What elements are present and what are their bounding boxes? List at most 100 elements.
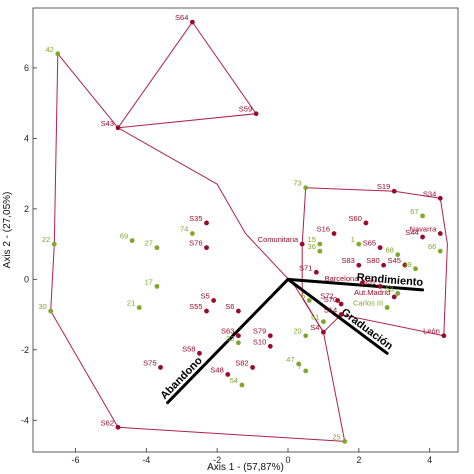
- green-point-label: 61: [311, 313, 319, 322]
- green-point-label: 36: [308, 242, 316, 251]
- convex-hull: [117, 21, 257, 129]
- red-point-marker: [377, 245, 383, 251]
- red-point-label: S45: [388, 256, 401, 265]
- red-point-marker: [236, 308, 241, 314]
- red-point-marker: [313, 269, 319, 275]
- y-tick-label: -2: [21, 345, 29, 355]
- x-tick-label: -6: [71, 455, 79, 465]
- green-point-label: 20: [293, 327, 301, 336]
- y-tick-label: -4: [21, 415, 29, 425]
- green-point-label: 74: [180, 225, 188, 234]
- green-point-marker: [342, 439, 348, 444]
- red-point-marker: [250, 365, 255, 370]
- red-point-label: S72: [320, 291, 333, 300]
- red-point-label: S62: [101, 418, 114, 427]
- y-axis-title: Axis 2 - (27,05%): [2, 192, 13, 269]
- red-point-marker: [420, 234, 425, 240]
- red-point-label: S76: [189, 239, 202, 248]
- y-tick-label: 2: [24, 204, 29, 214]
- convex-hulls: [50, 21, 448, 442]
- red-point-label: S79: [253, 327, 266, 336]
- red-point-label: S44: [405, 228, 418, 237]
- red-point-marker: [267, 333, 273, 339]
- x-tick-label: 4: [427, 455, 432, 465]
- red-point-label: S82: [235, 358, 248, 367]
- green-point-label: 27: [145, 239, 153, 248]
- red-point-label: S71: [299, 263, 312, 272]
- green-point-label: 6: [301, 291, 305, 300]
- vector-arrow: [286, 277, 389, 355]
- red-point-label: S4: [310, 323, 319, 332]
- y-tick-label: 4: [24, 133, 29, 143]
- green-point-label: 67: [410, 207, 418, 216]
- red-point-label: Navarra: [410, 225, 438, 234]
- red-point-marker: [437, 195, 443, 201]
- green-point-marker: [317, 248, 323, 254]
- red-point-label: S43: [101, 119, 114, 128]
- green-point-marker: [303, 185, 309, 191]
- green-point-marker: [189, 231, 195, 236]
- green-point-label: 7: [298, 362, 302, 371]
- red-point-marker: [197, 350, 202, 356]
- green-point-marker: [356, 241, 362, 247]
- green-point-label: 68: [385, 246, 393, 255]
- red-point-label: S16: [317, 225, 330, 234]
- vector-label: Graduación: [339, 306, 395, 352]
- y-tick-label: 0: [24, 274, 29, 284]
- x-tick-label: -2: [213, 455, 221, 465]
- green-point-marker: [136, 305, 142, 310]
- red-point-marker: [391, 188, 397, 194]
- red-point-label: S55: [189, 302, 202, 311]
- plot-frame: [32, 7, 459, 453]
- plot-border: [32, 7, 459, 453]
- red-point-label: S10: [253, 337, 266, 346]
- red-point-marker: [211, 298, 217, 303]
- red-point-label: S5: [200, 291, 209, 300]
- green-point-marker: [296, 361, 302, 367]
- red-point-marker: [115, 424, 121, 430]
- red-point-label: S19: [377, 182, 390, 191]
- red-point-label: S83: [341, 256, 354, 265]
- vector-arrow: [286, 277, 425, 292]
- green-point-marker: [154, 283, 160, 289]
- red-point-marker: [321, 329, 326, 335]
- red-point-label: S70: [324, 295, 337, 304]
- red-point-label: S48: [210, 365, 223, 374]
- red-point-marker: [363, 220, 369, 226]
- red-point-marker: [204, 308, 209, 314]
- green-point-label: 47: [286, 355, 294, 364]
- green-point-label: 33: [226, 334, 234, 343]
- red-point-label: Barcelona: [325, 274, 360, 283]
- red-point-marker: [381, 262, 387, 268]
- red-point-marker: [402, 262, 408, 268]
- green-point-marker: [413, 266, 418, 272]
- green-point-marker: [239, 382, 245, 388]
- green-point-marker: [395, 252, 401, 258]
- green-point-marker: [437, 248, 443, 254]
- green-point-label: 22: [42, 235, 50, 244]
- axis-ticks: -6 -4 -2 0 2 4 -4 -2 0 2 4 6: [21, 63, 432, 465]
- red-point-marker: [299, 241, 305, 247]
- red-point-marker: [338, 312, 344, 317]
- red-point-label: S14: [324, 306, 337, 315]
- x-tick-label: 0: [285, 455, 290, 465]
- red-point-label: S60: [349, 214, 362, 223]
- green-point-label: 17: [145, 277, 153, 286]
- x-axis-title: Axis 1 - (57,87%): [207, 462, 284, 473]
- red-point-marker: [189, 19, 195, 25]
- red-point-label: S34: [423, 189, 436, 198]
- red-point-label: S63: [221, 327, 234, 336]
- red-point-marker: [377, 283, 383, 289]
- vector-label: Abandono: [158, 354, 205, 401]
- red-point-marker: [359, 280, 365, 286]
- green-point-marker: [303, 368, 309, 374]
- vector-arrow: [166, 277, 290, 405]
- green-point-marker: [306, 298, 312, 303]
- green-point-label: 21: [127, 299, 135, 308]
- green-point-marker: [395, 291, 401, 296]
- red-point-label: S59: [239, 105, 252, 114]
- green-point-label: 39: [403, 260, 411, 269]
- red-point-marker: [437, 231, 443, 236]
